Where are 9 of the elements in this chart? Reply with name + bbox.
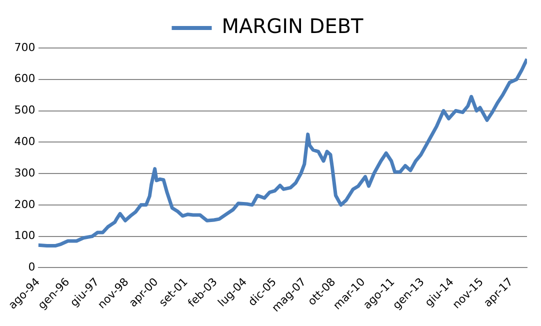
y-tick-label: 500 xyxy=(14,104,36,117)
y-tick-label: 200 xyxy=(14,198,36,211)
y-tick-label: 0 xyxy=(28,260,36,274)
legend-label: MARGIN DEBT xyxy=(222,14,364,38)
y-tick-label: 100 xyxy=(14,229,36,242)
y-tick-label: 300 xyxy=(14,166,36,180)
y-tick-label: 400 xyxy=(14,135,36,148)
y-tick-label: 700 xyxy=(14,40,36,54)
y-tick-label: 600 xyxy=(14,72,36,86)
